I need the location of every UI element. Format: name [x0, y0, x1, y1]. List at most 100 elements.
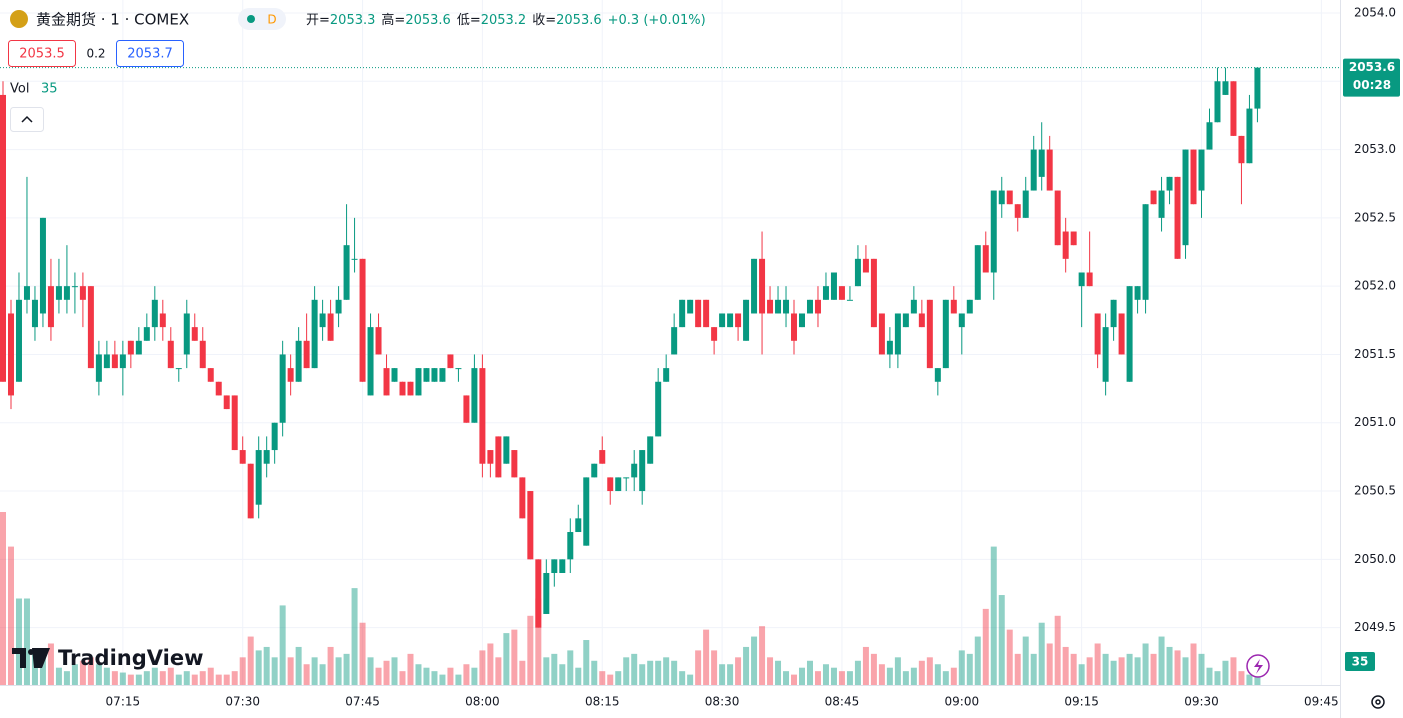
volume-bar — [103, 667, 110, 685]
volume-bar — [1206, 667, 1213, 685]
candle-body — [415, 368, 422, 396]
candle-body — [111, 354, 118, 369]
candle-body — [47, 286, 54, 328]
candle-body — [990, 190, 997, 273]
chart-title: 黄金期货 · 1 · COMEX — [36, 11, 189, 29]
volume-bar — [151, 667, 158, 685]
candle-body — [543, 572, 550, 614]
candle-body — [607, 477, 614, 492]
volume-bar — [63, 671, 70, 685]
candle-body — [303, 340, 310, 369]
candle-body — [223, 395, 230, 410]
volume-bar — [1030, 653, 1037, 685]
bid-box[interactable] — [8, 40, 76, 67]
candle-body — [447, 354, 454, 369]
volume-bar — [767, 657, 774, 685]
candle-body — [151, 299, 158, 328]
volume-bar — [199, 671, 206, 685]
ask-box[interactable] — [116, 40, 184, 67]
candle-body — [551, 559, 558, 573]
volume-bar — [231, 671, 238, 685]
volume-bar — [1006, 629, 1013, 685]
candle-body — [0, 94, 6, 382]
volume-bar — [79, 660, 86, 685]
volume-title-value: 35 — [41, 82, 58, 97]
volume-bar — [663, 657, 670, 685]
candle-body — [271, 422, 278, 451]
volume-bar — [751, 636, 758, 685]
candle-body — [974, 245, 981, 300]
candle-body — [1134, 286, 1141, 300]
candle-body — [103, 354, 110, 369]
candle-body — [878, 313, 885, 355]
ohlc-legend: 开=2053.3 高=2053.6 低=2053.2 收=2053.6 +0.3 (+0… — [306, 12, 706, 28]
candle-body — [1214, 81, 1221, 123]
candle-body — [711, 327, 718, 341]
symbol-logo — [10, 10, 28, 28]
volume-bar — [735, 657, 742, 685]
legend-label: 低= — [457, 13, 481, 28]
volume-bar — [135, 674, 142, 685]
x-tick-label: 08:30 — [705, 695, 740, 709]
candle-body — [495, 436, 502, 478]
volume-bar — [1150, 653, 1157, 685]
volume-bar — [175, 674, 182, 685]
candle-body — [591, 463, 598, 478]
volume-bar — [982, 608, 989, 685]
candle-body — [1158, 190, 1165, 218]
x-tick-label: 09:00 — [945, 695, 980, 709]
volume-bar — [455, 674, 462, 685]
candle-body — [319, 313, 326, 328]
volume-bar — [1166, 646, 1173, 685]
volume-bar — [263, 646, 270, 685]
candle-body — [519, 477, 526, 519]
candle-body — [1030, 149, 1037, 191]
volume-bar — [647, 660, 654, 685]
volume-bar — [902, 671, 909, 685]
candle-body — [183, 313, 190, 355]
y-tick-label: 2051.0 — [1354, 415, 1396, 429]
volume-bar — [311, 657, 318, 685]
y-tick-label: 2052.5 — [1354, 210, 1396, 224]
candle-body — [127, 340, 134, 355]
candle-body — [95, 354, 102, 382]
candle-body — [255, 450, 262, 505]
volume-bar — [0, 512, 6, 685]
volume-bar — [615, 671, 622, 685]
candle-body — [695, 299, 702, 328]
candle-body — [1006, 190, 1013, 205]
candle-body — [351, 258, 358, 260]
x-tick-label: 09:30 — [1184, 695, 1219, 709]
volume-bar — [1238, 671, 1245, 685]
x-tick-label: 07:15 — [106, 695, 141, 709]
candle-body — [575, 518, 582, 533]
volume-bar — [279, 605, 286, 685]
x-tick-label: 09:15 — [1064, 695, 1099, 709]
candle-body — [998, 190, 1005, 205]
collapse-button[interactable] — [10, 107, 44, 132]
volume-bar — [950, 667, 957, 685]
candle-body — [1230, 81, 1237, 136]
volume-bar — [631, 653, 638, 685]
spread: 0.2 — [86, 47, 105, 61]
candle-body — [471, 368, 478, 423]
interval-badge-bg[interactable] — [238, 8, 286, 30]
candle-body — [854, 258, 861, 287]
candle-body — [1046, 149, 1053, 191]
volume-bar — [87, 657, 94, 685]
candle-body — [159, 313, 166, 328]
volume-bar — [846, 671, 853, 685]
candle-body — [143, 327, 150, 341]
candle-body — [719, 313, 726, 328]
candle-body — [239, 450, 246, 464]
candle-body — [135, 340, 142, 355]
candle-body — [1014, 204, 1021, 218]
volume-value-box — [1345, 652, 1375, 671]
volume-bar — [759, 626, 766, 685]
candle-body — [791, 313, 798, 341]
volume-bar — [559, 664, 566, 685]
settings-button[interactable] — [1371, 695, 1385, 709]
x-tick-label: 08:00 — [465, 695, 500, 709]
volume-bar — [958, 650, 965, 685]
